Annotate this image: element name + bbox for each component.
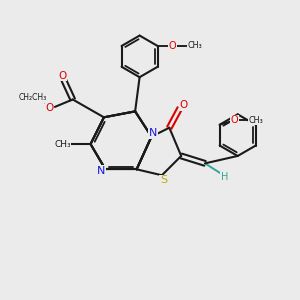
Text: CH₂CH₃: CH₂CH₃ [19,94,47,103]
Text: O: O [231,115,238,125]
Text: N: N [97,166,105,176]
Text: O: O [169,41,176,51]
Text: O: O [45,103,54,113]
Text: H: H [220,172,228,182]
Text: O: O [58,71,66,81]
Text: CH₃: CH₃ [249,116,264,125]
Text: N: N [149,128,157,138]
Text: S: S [160,175,167,185]
Text: CH₃: CH₃ [54,140,70,148]
Text: O: O [179,100,188,110]
Text: CH₃: CH₃ [188,41,202,50]
